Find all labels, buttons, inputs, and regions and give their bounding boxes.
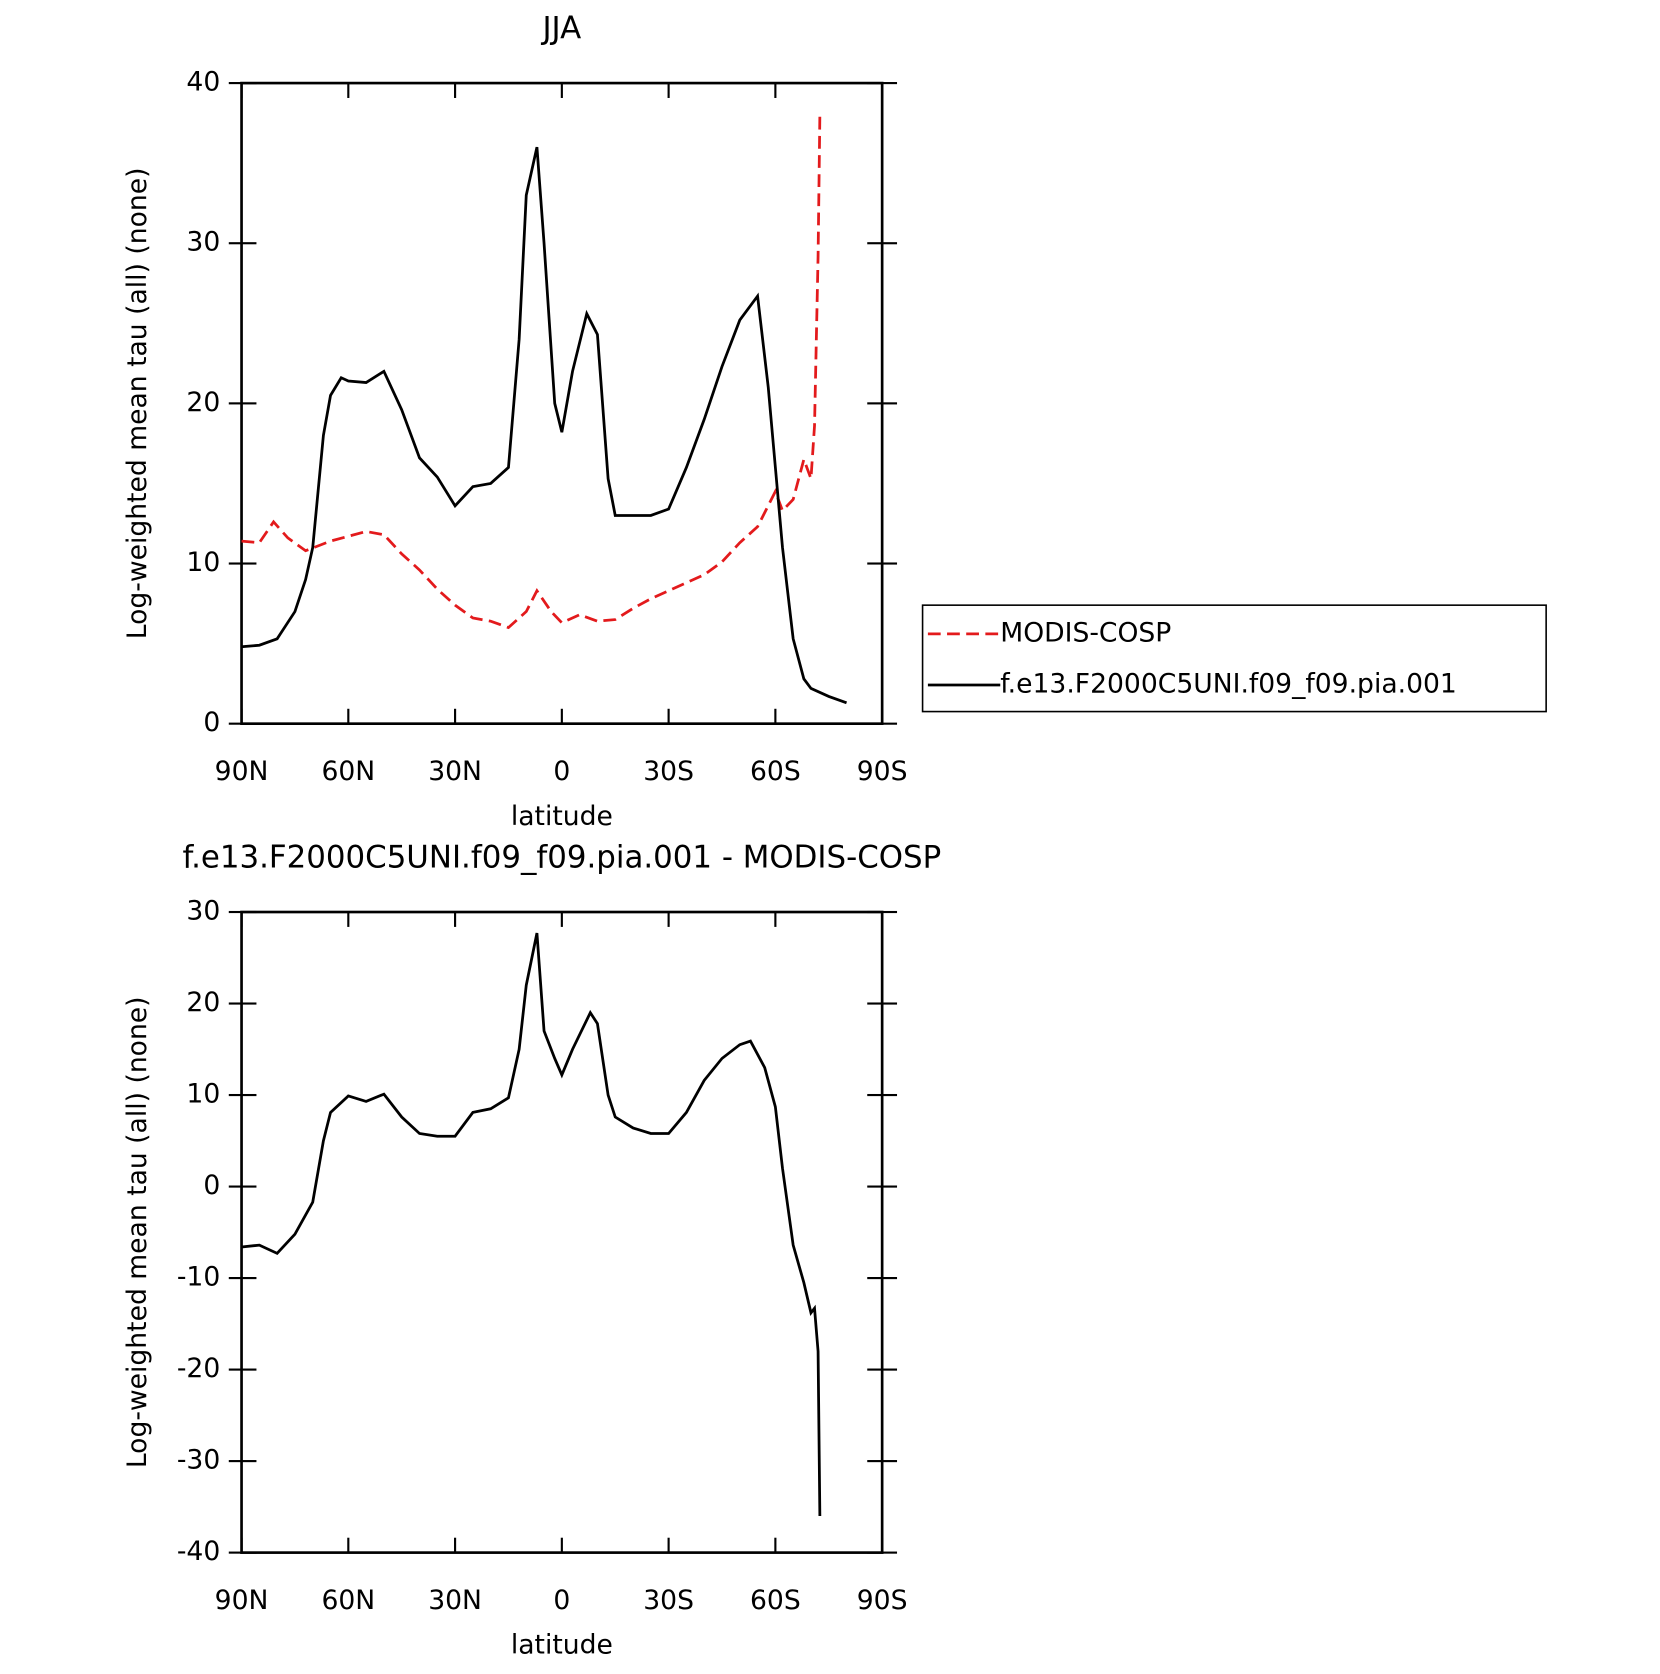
y-tick-label: 0	[203, 1170, 220, 1201]
y-tick-label: -10	[177, 1262, 220, 1293]
x-axis-label: latitude	[511, 1630, 613, 1661]
chart-title: f.e13.F2000C5UNI.f09_f09.pia.001 - MODIS…	[182, 839, 941, 875]
y-tick-label: 40	[186, 67, 220, 98]
y-axis-label: Log-weighted mean tau (all) (none)	[122, 996, 153, 1468]
y-tick-label: 10	[186, 547, 220, 578]
y-tick-label: 20	[186, 387, 220, 418]
y-tick-label: 0	[203, 707, 220, 738]
x-tick-label: 30S	[643, 1585, 694, 1616]
y-tick-label: 20	[186, 987, 220, 1018]
x-tick-label: 60N	[321, 1585, 375, 1616]
plot-frame	[240, 81, 884, 726]
series-line	[241, 932, 822, 1517]
series-line	[241, 146, 848, 705]
y-axis-label: Log-weighted mean tau (all) (none)	[122, 168, 153, 640]
y-tick-label: -40	[177, 1536, 220, 1567]
legend-label: f.e13.F2000C5UNI.f09_f09.pia.001	[1000, 668, 1457, 699]
x-tick-label: 90S	[857, 756, 908, 787]
plot-frame	[240, 910, 884, 1554]
y-tick-label: -20	[177, 1353, 220, 1384]
x-tick-label: 60S	[750, 756, 801, 787]
chart-title: JJA	[540, 10, 581, 46]
y-tick-label: 10	[186, 1079, 220, 1110]
x-tick-label: 30N	[428, 1585, 482, 1616]
x-tick-label: 90N	[215, 1585, 269, 1616]
legend-box	[921, 604, 1547, 713]
x-axis-label: latitude	[511, 801, 613, 832]
y-tick-label: 30	[186, 896, 220, 927]
x-tick-label: 30N	[428, 756, 482, 787]
x-tick-label: 60S	[750, 1585, 801, 1616]
y-tick-label: -30	[177, 1445, 220, 1476]
x-tick-label: 90N	[215, 756, 269, 787]
x-tick-label: 30S	[643, 756, 694, 787]
series-line	[241, 115, 822, 630]
x-tick-label: 90S	[857, 1585, 908, 1616]
y-tick-label: 30	[186, 227, 220, 258]
x-tick-label: 60N	[321, 756, 375, 787]
legend-label: MODIS-COSP	[1000, 617, 1171, 648]
x-tick-label: 0	[553, 1585, 570, 1616]
x-tick-label: 0	[553, 756, 570, 787]
